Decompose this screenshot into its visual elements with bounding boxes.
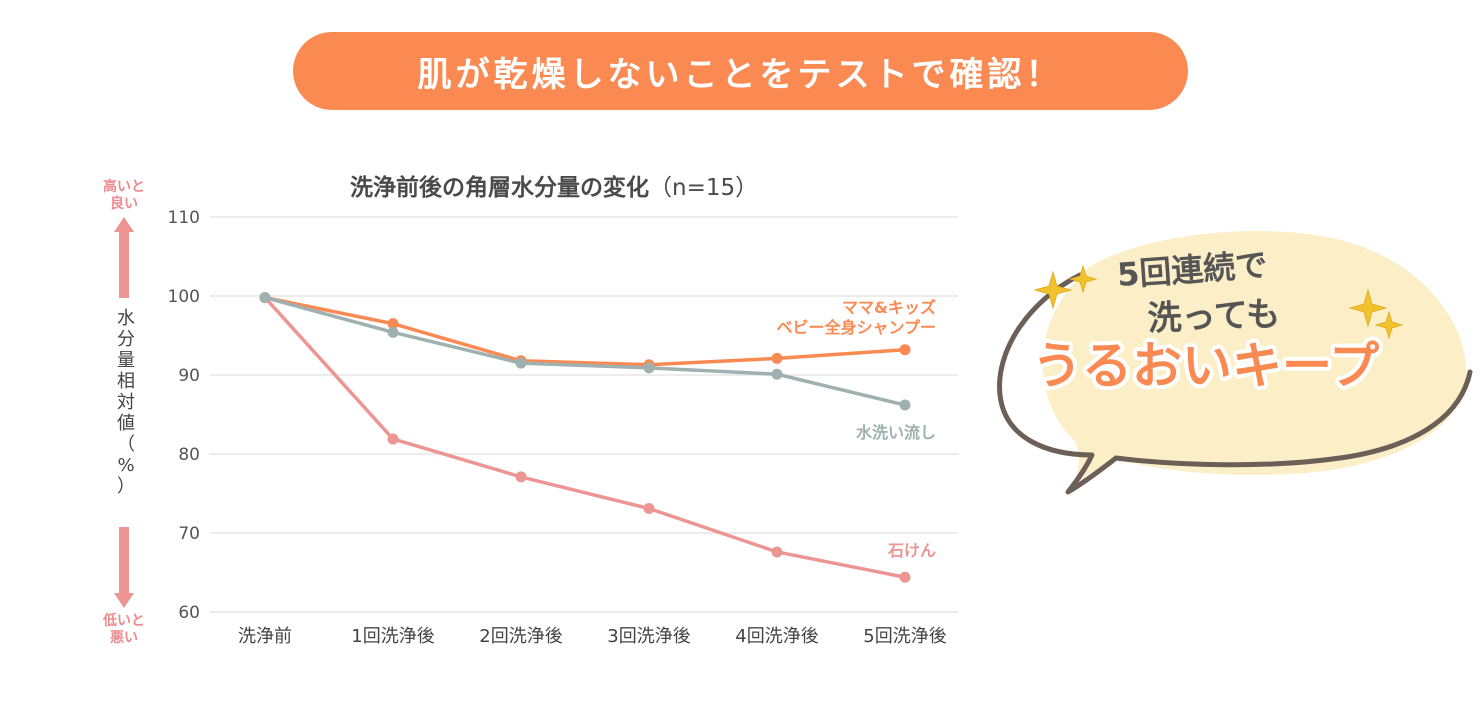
y-label-char-4: 対 <box>117 392 135 413</box>
point-2-1 <box>387 326 399 338</box>
y-tick-80: 80 <box>178 445 200 465</box>
y-tick-100: 100 <box>168 287 200 307</box>
arrow-top-label-1: 高いと <box>103 178 145 195</box>
x-tick-2: 2回洗浄後 <box>479 626 562 647</box>
arrow-down-shaft <box>119 527 129 593</box>
x-tick-3: 3回洗浄後 <box>607 626 690 647</box>
point-2-0 <box>259 292 271 304</box>
y-label-char-3: 相 <box>117 371 135 392</box>
series-2 <box>259 292 911 411</box>
point-0-5 <box>899 571 911 583</box>
series-line-2 <box>263 295 907 407</box>
y-tick-60: 60 <box>178 603 200 623</box>
callout-outline <box>997 272 1473 495</box>
series-label-1-1: ベビー全身シャンプー <box>776 318 936 337</box>
chart-title-main: 洗浄前後の角層水分量の変化 <box>350 174 649 201</box>
headline-banner: 肌が乾燥しないことをテストで確認！ <box>293 32 1188 110</box>
callout-fill <box>1042 230 1467 492</box>
arrow-bottom-label-2: 悪い <box>110 630 138 646</box>
callout-line-2: 洗っても <box>1147 294 1281 339</box>
x-tick-1: 1回洗浄後 <box>351 626 434 647</box>
callout-line-3: うるおいキープ <box>1032 337 1379 395</box>
y-label-char-7: % <box>117 455 134 476</box>
arrow-down-head <box>114 593 134 608</box>
point-1-4 <box>771 352 783 364</box>
point-1-1 <box>387 318 399 330</box>
headline-text: 肌が乾燥しないことをテストで確認！ <box>417 54 1064 95</box>
x-tick-5: 5回洗浄後 <box>863 626 946 647</box>
chart-title-n: （n=15） <box>649 175 758 201</box>
point-2-5 <box>899 399 911 411</box>
y-tick-labels: 110 100 90 80 70 60 <box>168 208 200 623</box>
y-label-char-0: 水 <box>117 308 135 329</box>
point-0-4 <box>771 546 783 558</box>
x-tick-4: 4回洗浄後 <box>735 626 818 647</box>
series-line-1 <box>263 295 907 367</box>
y-label-char-2: 量 <box>117 350 135 371</box>
sparkle-icon <box>1033 264 1404 340</box>
grid-lines <box>210 216 958 613</box>
y-label-char-5: 値 <box>117 413 135 434</box>
series-layer <box>259 292 911 583</box>
x-tick-0: 洗浄前 <box>238 626 292 647</box>
y-label-char-1: 分 <box>117 329 135 350</box>
callout-bubble: 5回連続で 洗っても うるおいキープ <box>997 230 1473 495</box>
point-0-1 <box>387 433 399 445</box>
y-label-char-8: ） <box>117 476 135 497</box>
arrow-up <box>114 217 134 298</box>
arrow-up-head <box>114 217 134 232</box>
arrow-down <box>114 527 134 608</box>
point-2-4 <box>771 368 783 380</box>
series-label-1-0: ママ&キッズ <box>842 298 936 317</box>
y-tick-110: 110 <box>168 208 200 228</box>
arrow-top-label-2: 良い <box>110 195 138 212</box>
point-2-3 <box>643 362 655 374</box>
x-tick-labels: 洗浄前 1回洗浄後 2回洗浄後 3回洗浄後 4回洗浄後 5回洗浄後 <box>238 626 947 647</box>
point-0-3 <box>643 503 655 515</box>
chart-title: 洗浄前後の角層水分量の変化（n=15） <box>350 174 758 201</box>
point-0-2 <box>515 471 527 483</box>
point-1-5 <box>899 344 911 356</box>
series-label-0-0: 石けん <box>887 541 936 560</box>
arrow-bottom-label-1: 低いと <box>102 612 145 629</box>
series-label-2-0: 水洗い流し <box>856 423 936 442</box>
y-tick-70: 70 <box>178 524 200 544</box>
arrow-up-shaft <box>119 232 129 298</box>
series-line-0 <box>263 295 907 579</box>
point-2-2 <box>515 357 527 369</box>
y-label-char-6: （ <box>117 434 135 455</box>
y-tick-90: 90 <box>178 366 200 386</box>
